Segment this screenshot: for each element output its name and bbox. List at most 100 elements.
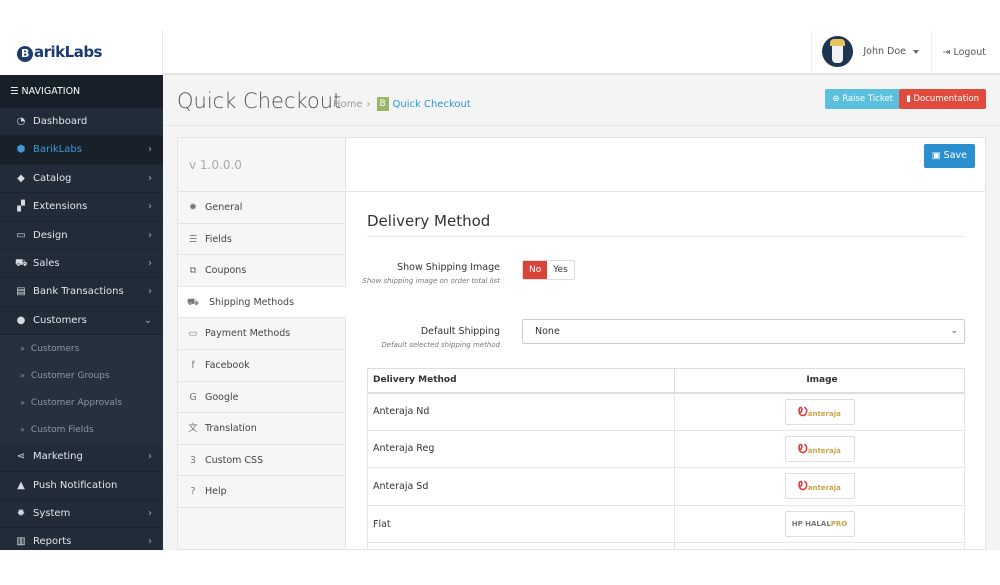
cart-icon: ⛟ xyxy=(15,257,28,269)
sidebar-item-customers[interactable]: ● Customers ⌄ xyxy=(0,307,163,336)
user-icon: ● xyxy=(16,314,26,326)
double-chevron-icon: » xyxy=(20,344,25,354)
breadcrumb: Home › B Quick Checkout xyxy=(333,97,471,111)
sidebar-item-system[interactable]: ✹ System › xyxy=(0,500,163,529)
chevron-down-icon: ⌄ xyxy=(143,314,152,326)
column-header: Image xyxy=(674,368,965,394)
question-icon: ? xyxy=(190,486,196,498)
toggle-no[interactable]: No xyxy=(523,261,548,279)
tab-facebook[interactable]: f Facebook xyxy=(178,350,345,382)
sidebar-item-catalog[interactable]: ◆ Catalog › xyxy=(0,165,163,194)
sidebar-item-reports[interactable]: ▥ Reports › xyxy=(0,528,163,550)
bars-icon: ☰ xyxy=(10,86,22,97)
version-label: v 1.0.0.0 xyxy=(178,138,345,192)
life-ring-icon: ⊕ xyxy=(832,94,843,104)
logout-link[interactable]: ⇥ Logout xyxy=(942,47,986,58)
puzzle-icon: ▞ xyxy=(17,201,25,213)
tab-coupons[interactable]: ⧉ Coupons xyxy=(178,255,345,287)
documentation-button[interactable]: ▮ Documentation xyxy=(899,89,986,109)
chevron-right-icon: › xyxy=(148,507,152,519)
toggle-yes[interactable]: Yes xyxy=(553,265,568,275)
facebook-icon: f xyxy=(191,359,195,371)
field-label: Default Shipping xyxy=(420,326,500,337)
ticket-icon: ⧉ xyxy=(189,265,197,277)
field-help: Default selected shipping method xyxy=(381,341,500,349)
breadcrumb-home[interactable]: Home xyxy=(333,98,363,110)
save-button[interactable]: ▣ Save xyxy=(923,144,975,168)
sidebar-item-push-notification[interactable]: ▲ Push Notification xyxy=(0,472,163,500)
section-title: Delivery Method xyxy=(367,212,965,237)
sidebar-item-bariklabs[interactable]: ⬢ BarikLabs › xyxy=(0,136,163,165)
column-header: Delivery Method xyxy=(367,368,675,394)
sidebar-subitem-customer-approvals[interactable]: » Customer Approvals xyxy=(0,389,163,417)
chevron-right-icon: › xyxy=(148,172,152,184)
settings-panel: v 1.0.0.0 ✹ General ☰ Fields ⧉ Coupons ⛟ Shi… xyxy=(177,137,986,550)
css3-icon: Ꝫ xyxy=(190,454,196,466)
list-icon: ☰ xyxy=(188,233,198,245)
tab-list: v 1.0.0.0 ✹ General ☰ Fields ⧉ Coupons ⛟ Shi… xyxy=(178,138,346,549)
chevron-right-icon: › xyxy=(148,144,152,156)
table-row: Anteraja Sd Ꭷanteraja xyxy=(367,467,965,506)
chevron-down-icon: ⌄ xyxy=(950,326,958,336)
shipping-settings: Delivery Method Show Shipping Image Show … xyxy=(362,192,965,550)
sidebar: ☰ NAVIGATION ◔ Dashboard ⬢ BarikLabs › ◆ Cat… xyxy=(0,75,163,550)
table-row: Flat HP HALALPRO xyxy=(367,504,965,544)
sidebar-subitem-customer-groups[interactable]: » Customer Groups xyxy=(0,362,163,390)
chevron-right-icon: › xyxy=(148,201,152,213)
tab-translation[interactable]: 文 Translation xyxy=(178,413,345,445)
table-row: Anteraja Reg Ꭷanteraja xyxy=(367,429,965,469)
halalpro-logo[interactable]: HP HALALPRO xyxy=(784,511,855,538)
sidebar-item-extensions[interactable]: ▞ Extensions › xyxy=(0,193,163,222)
chevron-right-icon: › xyxy=(148,286,152,298)
anteraja-logo[interactable]: Ꭷanteraja xyxy=(784,435,855,462)
double-chevron-icon: » xyxy=(20,398,25,408)
table-row: Anteraja Nd Ꭷanteraja xyxy=(367,392,965,431)
top-bar: John Doe ⇥ Logout xyxy=(163,30,1000,75)
tab-general[interactable]: ✹ General xyxy=(178,192,345,224)
dashboard-icon: ◔ xyxy=(16,116,26,127)
sidebar-item-bank-transactions[interactable]: ▤ Bank Transactions › xyxy=(0,278,163,307)
nav-heading[interactable]: ☰ NAVIGATION xyxy=(0,75,163,108)
chevron-right-icon: › xyxy=(148,257,152,269)
caret-down-icon xyxy=(913,49,919,54)
sidebar-subitem-custom-fields[interactable]: » Custom Fields xyxy=(0,416,163,444)
sidebar-item-sales[interactable]: ⛟ Sales › xyxy=(0,250,163,279)
sidebar-subitem-customers[interactable]: » Customers xyxy=(0,335,163,363)
bell-icon: ▲ xyxy=(17,479,25,491)
credit-card-icon: ▭ xyxy=(188,328,198,340)
tab-shipping-methods[interactable]: ⛟ Shipping Methods xyxy=(178,286,346,319)
tab-help[interactable]: ? Help xyxy=(178,476,345,508)
double-chevron-icon: » xyxy=(20,425,25,435)
truck-icon: ⛟ xyxy=(187,296,199,308)
delivery-method-table: Delivery Method Image Anteraja Nd Ꭷantera… xyxy=(367,368,965,550)
google-icon: G xyxy=(189,391,197,403)
panel-toolbar: ▣ Save xyxy=(346,138,985,192)
anteraja-logo[interactable]: Ꭷanteraja xyxy=(784,398,855,425)
table-row xyxy=(367,542,965,550)
chevron-right-icon: › xyxy=(148,229,152,241)
breadcrumb-current[interactable]: Quick Checkout xyxy=(392,98,471,110)
desktop-icon: ▭ xyxy=(16,229,26,241)
shipping-logo[interactable] xyxy=(784,548,855,550)
tab-fields[interactable]: ☰ Fields xyxy=(178,224,345,256)
field-help: Show shipping image on order total list xyxy=(362,277,500,285)
anteraja-logo[interactable]: Ꭷanteraja xyxy=(784,473,855,500)
raise-ticket-button[interactable]: ⊕ Raise Ticket xyxy=(825,89,900,109)
bariklabs-icon: B xyxy=(376,97,389,111)
sidebar-item-dashboard[interactable]: ◔ Dashboard xyxy=(0,108,163,137)
tags-icon: ◆ xyxy=(17,172,25,184)
tab-payment-methods[interactable]: ▭ Payment Methods xyxy=(178,318,345,350)
sidebar-item-design[interactable]: ▭ Design › xyxy=(0,222,163,250)
avatar xyxy=(822,36,854,67)
divider xyxy=(163,125,1000,126)
user-menu[interactable]: John Doe xyxy=(811,30,932,73)
sidebar-item-marketing[interactable]: ⋖ Marketing › xyxy=(0,443,163,472)
user-name: John Doe xyxy=(863,46,906,57)
sign-out-icon: ⇥ xyxy=(942,47,954,58)
default-shipping-select[interactable]: None ⌄ xyxy=(522,319,965,344)
bar-chart-icon: ▥ xyxy=(16,536,26,548)
tab-google[interactable]: G Google xyxy=(178,382,345,414)
cog-icon: ✹ xyxy=(16,507,26,519)
tab-custom-css[interactable]: Ꝫ Custom CSS xyxy=(178,445,345,477)
